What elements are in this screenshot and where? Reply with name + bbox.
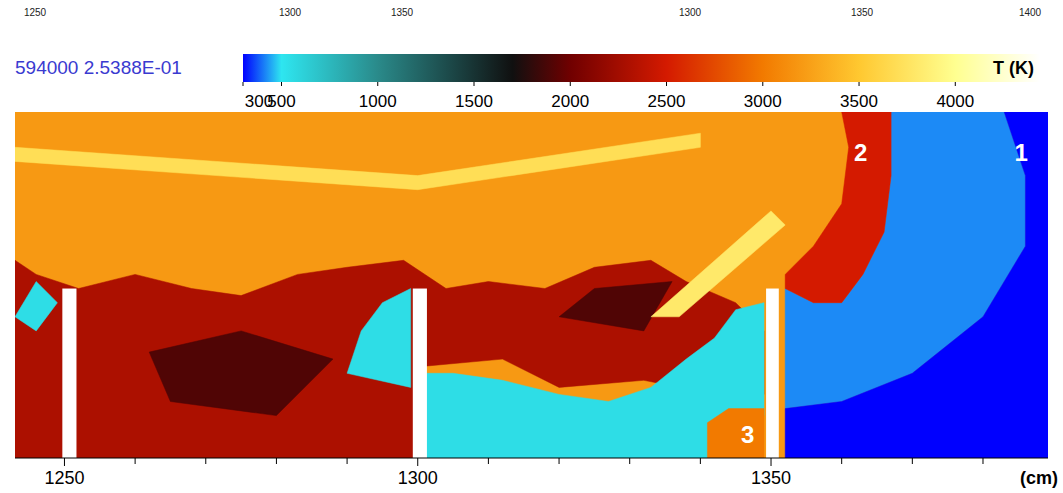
colorbar-tick-label: 1500 [455,92,493,111]
colorbar-tick-label: 3500 [840,92,878,111]
colorbar-label: T (K) [993,58,1034,78]
colorbar [243,54,1040,82]
x-tick [771,458,772,466]
temperature-region [15,282,57,331]
colorbar-tick [955,82,956,86]
region-label: 3 [741,421,754,448]
x-tick-label: 1350 [751,468,791,488]
top-label: 1300 [679,7,702,18]
obstacle [766,289,779,458]
temperature-region [785,112,891,303]
temperature-region [785,112,1048,458]
temperature-region [707,409,764,458]
colorbar-tick-label: 2500 [648,92,686,111]
x-tick [64,458,65,466]
temperature-region [651,211,785,317]
obstacle [62,289,76,458]
x-minor-tick [629,458,630,464]
colorbar-tick [377,82,378,86]
x-tick [417,458,418,466]
colorbar-tick [474,82,475,86]
x-minor-tick [488,458,489,464]
x-tick-label: 1300 [398,468,438,488]
temperature-region [347,289,411,388]
x-minor-tick [347,458,348,464]
temperature-region [149,331,333,416]
colorbar-tick-label: 4000 [936,92,974,111]
temperature-region [15,133,700,190]
colorbar-tick [570,82,571,86]
top-label: 1300 [279,7,302,18]
temperature-region [425,303,764,458]
x-minor-tick [841,458,842,464]
figure: 1250 1300 1350 1300 1350 1400 594000 2.5388E-0… [0,0,1063,493]
x-minor-tick [982,458,983,464]
info-text: 594000 2.5388E-01 [15,57,182,78]
top-label: 1350 [391,7,414,18]
temperature-region [15,112,1048,458]
x-axis [15,458,1048,459]
x-tick-label: 1250 [44,468,84,488]
colorbar-tick [243,82,244,86]
x-minor-tick [912,458,913,464]
colorbar-tick-label: 3000 [744,92,782,111]
top-label: 1350 [851,7,874,18]
top-label: 1400 [1019,7,1042,18]
colorbar-tick [666,82,667,86]
x-minor-tick [135,458,136,464]
x-axis-title: (cm) [1020,468,1058,488]
temperature-region [15,260,764,458]
x-minor-tick [559,458,560,464]
x-minor-tick [205,458,206,464]
region-label: 2 [854,139,867,166]
top-label: 1250 [24,7,47,18]
colorbar-tick-label: 500 [267,92,295,111]
x-minor-tick [276,458,277,464]
colorbar-tick [762,82,763,86]
colorbar-tick-label: 1000 [359,92,397,111]
region-label: 1 [1014,139,1027,166]
colorbar-tick-label: 2000 [551,92,589,111]
temperature-region [559,282,672,331]
colorbar-tick [281,82,282,86]
obstacle [413,289,427,458]
x-minor-tick [700,458,701,464]
colorbar-tick [859,82,860,86]
field [15,112,1048,458]
